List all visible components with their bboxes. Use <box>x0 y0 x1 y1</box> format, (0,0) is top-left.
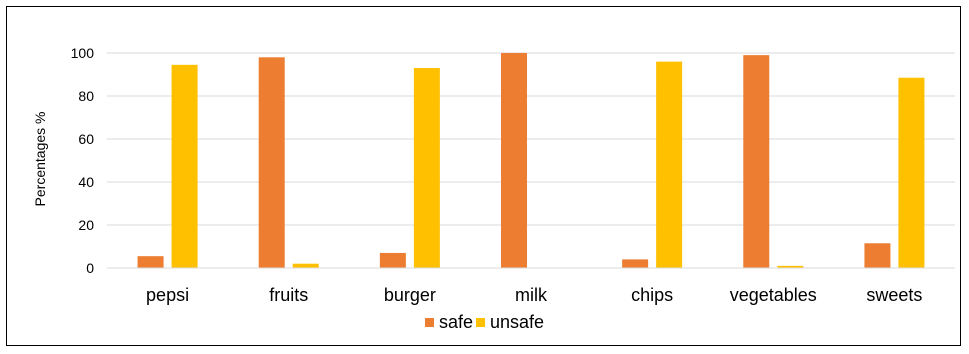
bar-unsafe-sweets <box>898 77 925 268</box>
y-axis-label: Percentages % <box>32 112 48 207</box>
category-group-fruits <box>258 57 319 268</box>
legend-swatch <box>476 318 485 327</box>
x-tick-label: sweets <box>866 285 922 305</box>
category-group-milk <box>501 53 527 268</box>
bar-safe-fruits <box>258 57 285 268</box>
y-tick-label: 60 <box>78 131 94 147</box>
bar-unsafe-chips <box>656 61 683 268</box>
y-axis-ticks: 0 20 40 60 80 100 <box>71 45 95 276</box>
legend-label: safe <box>439 312 473 332</box>
bar-unsafe-vegetables <box>777 265 804 268</box>
legend: safe unsafe <box>425 312 544 332</box>
legend-item-safe: safe <box>425 312 473 332</box>
x-tick-label: chips <box>631 285 673 305</box>
bar-unsafe-fruits <box>292 263 319 268</box>
bar-unsafe-pepsi <box>171 64 198 268</box>
chart-frame <box>6 6 961 346</box>
bar-safe-pepsi <box>137 256 164 268</box>
legend-label: unsafe <box>490 312 544 332</box>
category-group-vegetables <box>743 55 804 269</box>
x-tick-label: pepsi <box>146 285 189 305</box>
category-group-burger <box>379 68 440 268</box>
category-group-chips <box>622 61 683 268</box>
bar-safe-vegetables <box>743 55 770 269</box>
x-tick-label: vegetables <box>730 285 817 305</box>
bar-safe-milk <box>501 53 527 268</box>
bar-safe-chips <box>622 259 649 268</box>
legend-swatch <box>425 318 434 327</box>
bar-unsafe-burger <box>413 68 440 268</box>
category-group-pepsi <box>137 64 198 268</box>
category-group-sweets <box>864 77 925 268</box>
y-tick-label: 100 <box>71 45 95 61</box>
x-axis-categories: pepsi fruits burger milk chips vegetables swee… <box>146 285 922 305</box>
y-tick-label: 20 <box>78 217 94 233</box>
x-tick-label: milk <box>515 285 548 305</box>
x-tick-label: fruits <box>269 285 308 305</box>
y-tick-label: 80 <box>78 88 94 104</box>
y-tick-label: 40 <box>78 174 94 190</box>
bars <box>137 53 925 269</box>
y-tick-label: 0 <box>86 260 94 276</box>
gridlines <box>107 52 955 226</box>
bar-safe-burger <box>379 252 406 268</box>
x-tick-label: burger <box>384 285 436 305</box>
legend-item-unsafe: unsafe <box>476 312 544 332</box>
bar-safe-sweets <box>864 243 891 268</box>
